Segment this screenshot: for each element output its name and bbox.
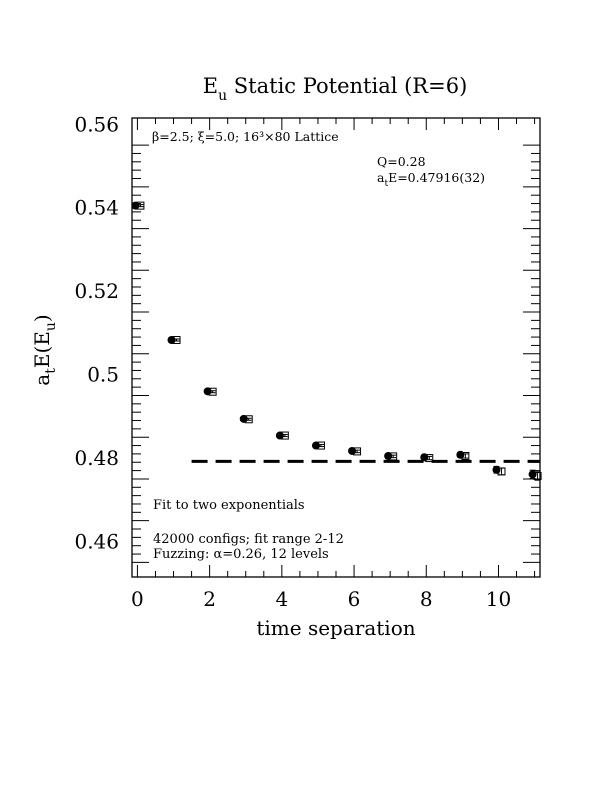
data-point-square — [497, 467, 506, 476]
data-points — [131, 201, 542, 481]
y-tick-label: 0.54 — [74, 196, 119, 220]
data-point-square — [425, 454, 434, 463]
y-tick-label: 0.48 — [74, 446, 119, 470]
chart-title: Eu Static Potential (R=6) — [203, 74, 468, 104]
data-point-square — [172, 335, 181, 344]
y-tick-label: 0.56 — [74, 112, 119, 136]
x-tick-labels: 0 2 4 6 8 10 — [131, 587, 511, 611]
x-tick-label: 2 — [203, 587, 216, 611]
data-point-square — [353, 447, 362, 456]
data-point-circle — [275, 431, 284, 440]
x-tick-label: 0 — [131, 587, 144, 611]
y-tick-labels: 0.46 0.48 0.5 0.52 0.54 0.56 — [74, 112, 119, 553]
data-point-circle — [167, 335, 176, 344]
y-tick-label: 0.46 — [74, 530, 119, 554]
data-point-square — [316, 441, 325, 450]
data-point-square — [136, 201, 145, 210]
data-point-square — [280, 431, 289, 440]
x-tick-label: 8 — [420, 587, 433, 611]
y-axis-label: atE(Eu) — [30, 314, 59, 385]
data-point-square — [244, 415, 253, 424]
x-tick-label: 4 — [275, 587, 288, 611]
x-tick-label: 6 — [348, 587, 361, 611]
q-annotation: Q=0.28 — [377, 154, 426, 169]
data-point-circle — [131, 201, 140, 210]
y-tick-label: 0.52 — [74, 279, 119, 303]
data-point-square — [208, 387, 217, 396]
fuzzing-annotation: Fuzzing: α=0.26, 12 levels — [153, 547, 329, 562]
energy-annotation: atE=0.47916(32) — [377, 170, 485, 189]
x-axis-label: time separation — [256, 616, 415, 640]
data-point-circle — [492, 465, 501, 474]
data-point-square — [389, 452, 398, 461]
configs-annotation: 42000 configs; fit range 2-12 — [153, 532, 344, 547]
fit-annotation: Fit to two exponentials — [153, 498, 305, 513]
data-point-square — [461, 451, 470, 460]
tick-marks — [132, 118, 540, 577]
x-tick-label: 10 — [486, 587, 511, 611]
y-tick-label: 0.5 — [87, 363, 119, 387]
data-point-square — [533, 472, 542, 481]
data-point-circle — [311, 441, 320, 450]
data-point-circle — [456, 450, 465, 459]
lattice-annotation: β=2.5; ξ=5.0; 16³×80 Lattice — [152, 129, 339, 144]
